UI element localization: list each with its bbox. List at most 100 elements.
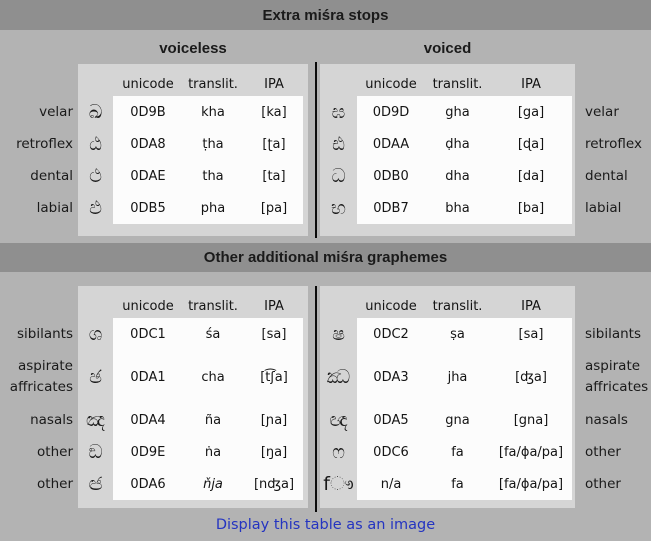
column-header-translit: translit.: [188, 298, 238, 314]
sinhala-glyph: ඝ: [331, 100, 346, 123]
table-cells-background: [357, 96, 572, 224]
sinhala-glyph: භ: [331, 196, 346, 219]
table-divider-line: [315, 62, 317, 238]
ipa-cell: [ga]: [517, 104, 545, 120]
ipa-cell: [pa]: [260, 200, 288, 216]
sinhala-glyph: ශ: [88, 322, 103, 345]
unicode-cell: 0DC1: [130, 326, 166, 342]
column-header-ipa: IPA: [521, 76, 541, 92]
table-row: ඦ 0DA6 ňja [nʤa]: [78, 468, 308, 500]
translit-cell: pha: [200, 200, 226, 216]
column-header-unicode: unicode: [365, 76, 417, 92]
sinhala-glyph: ෂ: [332, 322, 345, 345]
table-row: ඵ 0DB5 pha [pa]: [78, 192, 308, 224]
table-row: ඞ 0D9E ṅa [ŋa]: [78, 436, 308, 468]
voiced-header: voiced: [423, 39, 472, 57]
sinhala-glyph: ඛ: [88, 100, 103, 123]
column-header-ipa: IPA: [264, 76, 284, 92]
ipa-cell: [sa]: [518, 326, 544, 342]
table-row: ෂ 0DC2 ṣa [sa]: [320, 318, 575, 350]
ipa-cell: [ɲa]: [260, 412, 288, 428]
translit-cell: ña: [204, 412, 222, 428]
unicode-cell: 0DC2: [373, 326, 409, 342]
misra-graphemes-right-table: unicode translit. IPA ෂ 0DC2 ṣa [sa] ඣ 0…: [320, 286, 575, 508]
ipa-cell: [fa/ɸa/pa]: [498, 444, 564, 460]
row-label: sibilants: [585, 325, 642, 342]
column-header-unicode: unicode: [365, 298, 417, 314]
row-label: nasals: [585, 411, 628, 428]
translit-cell: gha: [445, 104, 470, 120]
table-row: ශ 0DC1 śa [sa]: [78, 318, 308, 350]
sinhala-glyph: ෆ: [332, 440, 345, 463]
column-header-unicode: unicode: [122, 76, 174, 92]
row-label: nasals: [30, 411, 73, 428]
sinhala-glyph: ඦ: [88, 472, 103, 495]
ipa-cell: [fa/ɸa/pa]: [498, 476, 564, 492]
column-header-row: unicode translit. IPA: [78, 294, 308, 318]
table-row: ඡ 0DA1 cha [t͡ʃa]: [78, 350, 308, 404]
column-header-row: unicode translit. IPA: [320, 72, 575, 96]
ipa-cell: [sa]: [261, 326, 287, 342]
table-row: ඪ 0DAA ḍha [ɖa]: [320, 128, 575, 160]
ipa-cell: [ba]: [517, 200, 545, 216]
voiceless-header: voiceless: [159, 39, 227, 57]
unicode-cell: 0DB7: [373, 200, 409, 216]
unicode-cell: 0DA4: [130, 412, 166, 428]
row-label: other: [37, 475, 73, 492]
section1-title-bar: Extra miśra stops: [0, 0, 651, 30]
translit-cell: śa: [205, 326, 221, 342]
sinhala-glyph: ඪ: [332, 132, 345, 155]
row-label: labial: [36, 199, 73, 216]
row-label: sibilants: [16, 325, 73, 342]
row-label: dental: [30, 167, 73, 184]
unicode-cell: 0D9B: [130, 104, 166, 120]
misra-graphemes-left-table: unicode translit. IPA ශ 0DC1 śa [sa] ඡ 0…: [78, 286, 308, 508]
table-row: ඛ 0D9B kha [ka]: [78, 96, 308, 128]
row-label: labial: [585, 199, 622, 216]
row-label: other: [585, 475, 621, 492]
ipa-cell: [ka]: [261, 104, 287, 120]
row-label: dental: [585, 167, 628, 184]
row-label: aspirate affricates: [585, 358, 649, 395]
translit-cell: tha: [202, 168, 224, 184]
column-header-row: unicode translit. IPA: [78, 72, 308, 96]
section1-title: Extra miśra stops: [262, 6, 389, 24]
sinhala-glyph: fෟ: [323, 472, 354, 495]
column-header-ipa: IPA: [521, 298, 541, 314]
sinhala-glyph: ඵ: [89, 196, 102, 219]
display-as-image-link[interactable]: Display this table as an image: [215, 517, 436, 533]
translit-cell: jha: [447, 369, 468, 385]
table-row: fෟ n/a fa [fa/ɸa/pa]: [320, 468, 575, 500]
section1-left-labels: velar retroflex dental labial: [0, 96, 73, 224]
table-row: ථ 0DAE tha [ta]: [78, 160, 308, 192]
row-label: other: [37, 443, 73, 460]
row-label: retroflex: [585, 135, 642, 152]
sinhala-glyph: ඞ: [88, 440, 103, 463]
unicode-cell: 0DB0: [373, 168, 409, 184]
row-label: retroflex: [16, 135, 73, 152]
table-row: භ 0DB7 bha [ba]: [320, 192, 575, 224]
sinhala-glyph: ථ: [89, 164, 102, 187]
table-row: ඤ 0DA4 ña [ɲa]: [78, 404, 308, 436]
ipa-cell: [gna]: [513, 412, 549, 428]
sinhala-glyph: ඥ: [329, 408, 348, 431]
row-label: velar: [585, 103, 619, 120]
unicode-cell: 0DA3: [373, 369, 409, 385]
section2-left-labels: sibilants aspirate affricates nasals oth…: [0, 318, 73, 500]
footer: Display this table as an image: [0, 517, 651, 533]
ipa-cell: [ŋa]: [260, 444, 288, 460]
table-row: ෆ 0DC6 fa [fa/ɸa/pa]: [320, 436, 575, 468]
unicode-cell: 0DA6: [130, 476, 166, 492]
ipa-cell: [ta]: [262, 168, 286, 184]
column-header-unicode: unicode: [122, 298, 174, 314]
translit-cell: cha: [201, 369, 225, 385]
translit-cell: ṅa: [204, 444, 222, 460]
table-row: ධ 0DB0 dha [da]: [320, 160, 575, 192]
unicode-cell: 0DAE: [130, 168, 166, 184]
table-cells-background: [113, 96, 303, 224]
translit-cell: bha: [445, 200, 470, 216]
row-label: aspirate affricates: [9, 358, 73, 395]
ipa-cell: [ʈa]: [262, 136, 286, 152]
table-cells-background: [113, 318, 303, 500]
